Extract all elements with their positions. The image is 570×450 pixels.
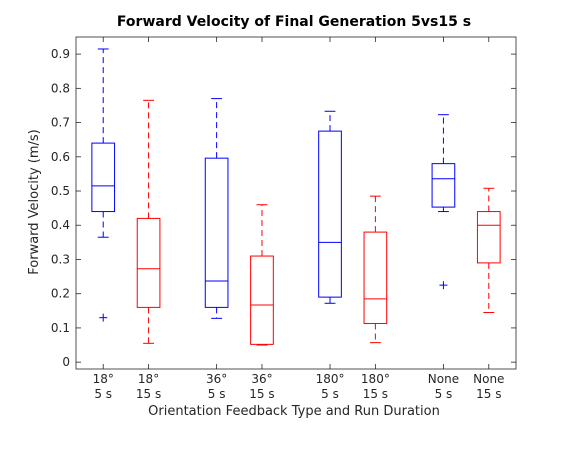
x-tick-label: 5 s xyxy=(208,387,226,401)
x-tick-label: 18° xyxy=(138,372,159,386)
y-tick-label: 0.8 xyxy=(51,81,70,95)
x-tick-label: 36° xyxy=(206,372,227,386)
x-tick-label: 18° xyxy=(93,372,114,386)
y-tick-label: 0.9 xyxy=(51,47,70,61)
y-tick-label: 0.1 xyxy=(51,321,70,335)
box-iqr xyxy=(363,231,388,324)
box-group xyxy=(91,48,116,322)
x-tick-label: 15 s xyxy=(363,387,388,401)
box-group xyxy=(476,187,501,314)
box-iqr xyxy=(431,163,456,208)
axes: 00.10.20.30.40.50.60.70.80.918°5 s18°15 … xyxy=(51,36,517,401)
x-tick-label: 15 s xyxy=(476,387,501,401)
outlier-marker xyxy=(439,281,448,290)
box-group xyxy=(363,195,388,344)
box-group xyxy=(318,110,342,304)
box-iqr xyxy=(91,142,116,213)
x-tick-label: None xyxy=(428,372,459,386)
box-group xyxy=(136,99,161,344)
y-tick-label: 0.6 xyxy=(51,150,70,164)
x-tick-label: 5 s xyxy=(94,387,112,401)
x-tick-label: 180° xyxy=(316,372,345,386)
box-group xyxy=(204,98,229,319)
chart-title: Forward Velocity of Final Generation 5vs… xyxy=(117,14,471,30)
x-tick-label: None xyxy=(473,372,504,386)
plot-area xyxy=(91,48,501,346)
box-iqr xyxy=(318,130,342,298)
axes-frame xyxy=(75,36,517,370)
x-tick-label: 180° xyxy=(361,372,390,386)
y-tick-label: 0.5 xyxy=(51,184,70,198)
box-iqr xyxy=(204,157,229,308)
y-tick-label: 0.7 xyxy=(51,116,70,130)
box-iqr xyxy=(250,255,274,345)
box-group xyxy=(431,114,456,290)
box-group xyxy=(250,204,274,346)
x-tick-label: 15 s xyxy=(136,387,161,401)
y-tick-label: 0.2 xyxy=(51,287,70,301)
box-iqr xyxy=(136,217,161,308)
box-iqr xyxy=(476,211,501,264)
outlier-marker xyxy=(99,313,108,322)
y-tick-label: 0.4 xyxy=(51,218,70,232)
x-axis-label: Orientation Feedback Type and Run Durati… xyxy=(148,404,440,419)
y-tick-label: 0.3 xyxy=(51,252,70,266)
y-tick-label: 0 xyxy=(62,355,70,369)
x-tick-label: 15 s xyxy=(249,387,274,401)
x-tick-label: 5 s xyxy=(321,387,339,401)
x-tick-label: 36° xyxy=(251,372,272,386)
y-axis-label: Forward Velocity (m/s) xyxy=(27,129,42,275)
x-tick-label: 5 s xyxy=(435,387,453,401)
